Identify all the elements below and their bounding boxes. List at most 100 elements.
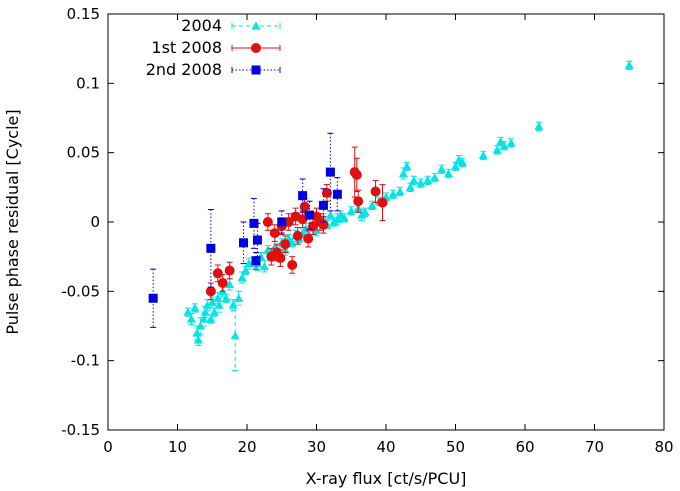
data-point	[367, 200, 377, 209]
data-point	[148, 293, 158, 303]
data-point	[259, 261, 269, 270]
error-bar	[235, 290, 242, 306]
x-tick-label: 30	[307, 438, 326, 456]
x-tick-label: 50	[446, 438, 465, 456]
data-point	[275, 253, 286, 264]
data-point	[325, 167, 335, 177]
data-point	[351, 169, 362, 180]
error-bar	[299, 178, 306, 213]
data-point	[193, 335, 203, 344]
data-point	[402, 162, 412, 171]
data-point	[228, 300, 238, 309]
y-axis-title: Pulse phase residual [Cycle]	[3, 109, 22, 334]
y-tick-label: -0.05	[61, 282, 100, 300]
legend-label: 1st 2008	[151, 38, 222, 57]
data-point	[405, 182, 415, 191]
x-axis-title: X-ray flux [ct/s/PCU]	[306, 469, 467, 488]
data-point	[262, 217, 273, 227]
data-point	[252, 235, 262, 245]
data-point	[280, 239, 291, 250]
data-point	[360, 207, 370, 216]
legend-marker	[251, 43, 261, 53]
data-point	[430, 173, 440, 182]
x-tick-label: 70	[585, 438, 604, 456]
data-point	[299, 201, 310, 212]
error-bar	[240, 221, 247, 265]
legend-item: 2004	[181, 16, 281, 35]
data-point	[398, 168, 408, 178]
data-point	[395, 186, 405, 196]
data-point	[388, 189, 398, 198]
data-point	[339, 213, 349, 222]
data-point	[251, 256, 261, 266]
data-point	[437, 164, 447, 173]
data-series	[148, 60, 634, 371]
data-point	[239, 238, 249, 248]
data-point	[370, 186, 381, 197]
data-point	[209, 307, 219, 316]
error-bar	[334, 177, 341, 212]
data-point	[186, 314, 196, 323]
legend-item: 2nd 2008	[146, 60, 281, 79]
data-point	[217, 278, 228, 289]
data-point	[298, 191, 308, 201]
legend-label: 2nd 2008	[146, 60, 222, 79]
x-tick-label: 40	[376, 438, 395, 456]
error-bar	[216, 297, 223, 313]
data-point	[353, 196, 364, 207]
data-point	[423, 175, 433, 184]
legend-label: 2004	[181, 16, 222, 35]
data-point	[332, 189, 342, 199]
series-1st-2008	[205, 146, 388, 301]
y-tick-label: 0	[90, 213, 100, 231]
data-point	[332, 214, 342, 223]
y-tick-label: -0.1	[71, 352, 100, 370]
data-point	[318, 200, 328, 210]
data-point	[492, 145, 502, 154]
data-point	[224, 265, 235, 276]
data-point	[506, 138, 516, 147]
data-point	[269, 228, 280, 239]
axis-ticks: 0 10 20 30 40 50 60 70 80 -0.15 -0.1 -0.05 0 0.05 0.1 0…	[61, 5, 673, 456]
data-point	[496, 137, 506, 146]
x-tick-label: 60	[515, 438, 534, 456]
error-bar	[306, 200, 313, 230]
data-point	[249, 218, 259, 228]
legend: 2004 1st 2008 2nd 2008	[146, 16, 281, 79]
x-tick-label: 0	[103, 438, 113, 456]
data-point	[444, 168, 454, 178]
data-point	[214, 300, 224, 309]
data-point	[277, 217, 287, 227]
data-point	[199, 314, 209, 323]
data-point	[241, 266, 251, 275]
data-point	[346, 206, 356, 215]
data-point	[416, 178, 426, 187]
data-point	[312, 225, 321, 234]
x-tick-label: 80	[654, 438, 673, 456]
data-point	[206, 314, 216, 323]
y-tick-label: 0.05	[67, 144, 100, 162]
data-point	[234, 293, 244, 302]
data-point	[190, 303, 200, 312]
data-point	[457, 157, 467, 166]
legend-marker	[251, 21, 261, 30]
data-point	[205, 286, 216, 297]
data-point	[263, 245, 273, 254]
data-point	[624, 60, 634, 69]
data-point	[451, 162, 460, 171]
data-point	[305, 210, 315, 220]
data-point	[409, 175, 419, 184]
data-point	[207, 297, 217, 307]
legend-item: 1st 2008	[151, 38, 281, 57]
data-point	[325, 210, 335, 219]
y-tick-label: 0.15	[67, 5, 100, 23]
data-point	[230, 331, 240, 340]
data-point	[200, 307, 210, 316]
data-point	[377, 197, 388, 208]
data-point	[303, 233, 314, 244]
data-point	[292, 230, 303, 241]
data-point	[206, 243, 216, 253]
x-tick-label: 20	[237, 438, 256, 456]
data-point	[534, 121, 544, 130]
